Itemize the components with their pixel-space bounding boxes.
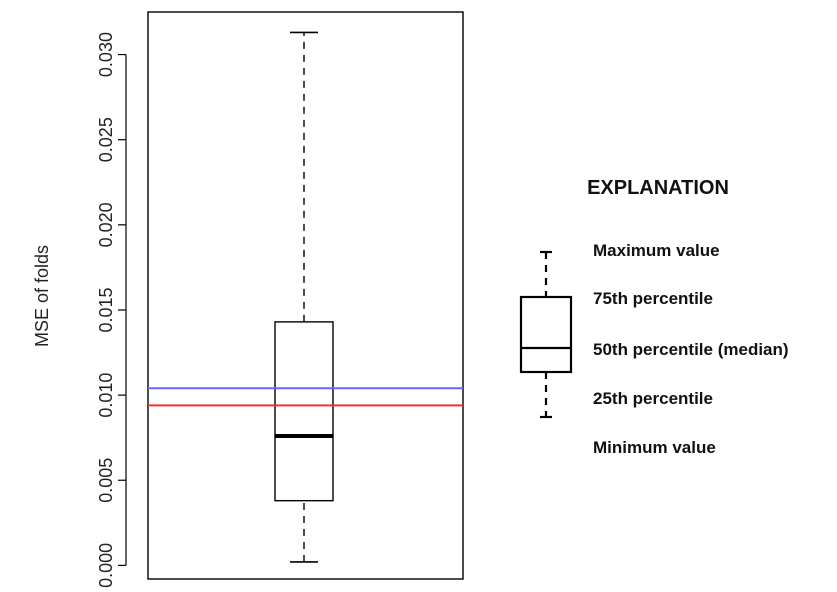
y-axis: 0.000 0.005 0.010 0.015 0.020 0.025 0.030: [96, 32, 127, 588]
legend-item-median: 50th percentile (median): [593, 340, 789, 359]
y-tick-label: 0.000: [96, 543, 116, 588]
y-tick-label: 0.010: [96, 373, 116, 418]
legend-title: EXPLANATION: [587, 177, 729, 199]
y-tick-label: 0.025: [96, 117, 116, 162]
legend: EXPLANATION Maximum value 75th percentil…: [519, 177, 789, 457]
boxplot: [274, 31, 334, 563]
legend-boxplot-glyph: [519, 250, 573, 419]
legend-item-minimum: Minimum value: [593, 438, 716, 457]
y-tick-label: 0.030: [96, 32, 116, 77]
y-tick-label: 0.020: [96, 202, 116, 247]
iqr-box: [274, 321, 334, 502]
y-axis-title: MSE of folds: [32, 245, 52, 347]
legend-item-maximum: Maximum value: [593, 241, 720, 260]
reference-lines: [148, 387, 463, 407]
legend-item-75th: 75th percentile: [593, 289, 713, 308]
y-tick-label: 0.005: [96, 458, 116, 503]
plot-frame: [147, 11, 464, 580]
legend-item-25th: 25th percentile: [593, 389, 713, 408]
legend-box: [519, 295, 573, 374]
y-tick-label: 0.015: [96, 287, 116, 332]
